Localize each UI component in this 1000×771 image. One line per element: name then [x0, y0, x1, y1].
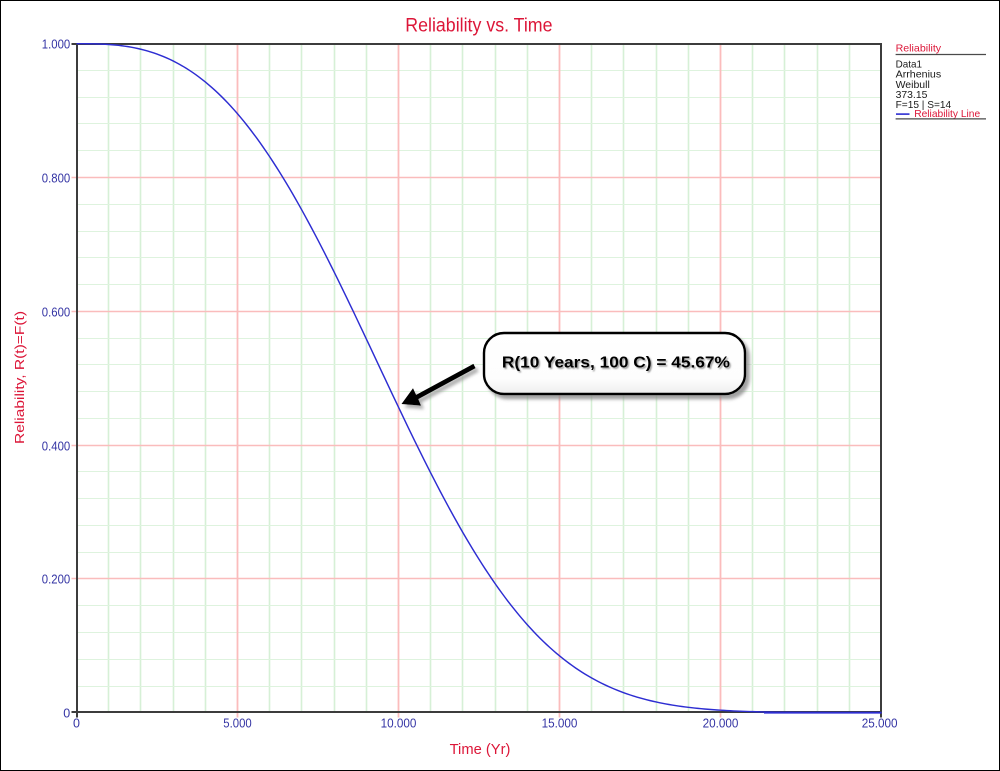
svg-text:25.000: 25.000: [862, 717, 898, 731]
svg-text:R(10 Years, 100 C) = 45.67%: R(10 Years, 100 C) = 45.67%: [503, 356, 731, 373]
svg-text:0.400: 0.400: [42, 440, 70, 454]
svg-text:F=15 | S=14: F=15 | S=14: [896, 99, 952, 111]
svg-text:Weibull: Weibull: [896, 79, 930, 91]
svg-text:1.000: 1.000: [42, 38, 70, 52]
svg-text:R(10 Years, 100 C) = 45.67%: R(10 Years, 100 C) = 45.67%: [502, 354, 730, 371]
svg-text:373.15: 373.15: [896, 89, 928, 101]
svg-text:Data1: Data1: [896, 58, 923, 70]
svg-text:Time (Yr): Time (Yr): [450, 742, 511, 758]
svg-text:15.000: 15.000: [542, 717, 578, 731]
svg-text:Arrhenius: Arrhenius: [896, 69, 942, 81]
svg-text:5.000: 5.000: [223, 717, 251, 731]
svg-text:10.000: 10.000: [381, 717, 417, 731]
svg-text:0.600: 0.600: [42, 306, 70, 320]
svg-text:Reliability Line: Reliability Line: [914, 108, 980, 120]
svg-text:0.800: 0.800: [42, 172, 70, 186]
svg-text:20.000: 20.000: [703, 717, 739, 731]
svg-text:0: 0: [63, 707, 70, 721]
svg-text:0: 0: [73, 717, 80, 731]
svg-text:Reliability: Reliability: [896, 43, 942, 55]
svg-text:0.200: 0.200: [42, 573, 70, 587]
svg-text:Reliability, R(t)=F(t): Reliability, R(t)=F(t): [12, 311, 27, 444]
svg-text:Reliability vs. Time: Reliability vs. Time: [405, 15, 552, 37]
